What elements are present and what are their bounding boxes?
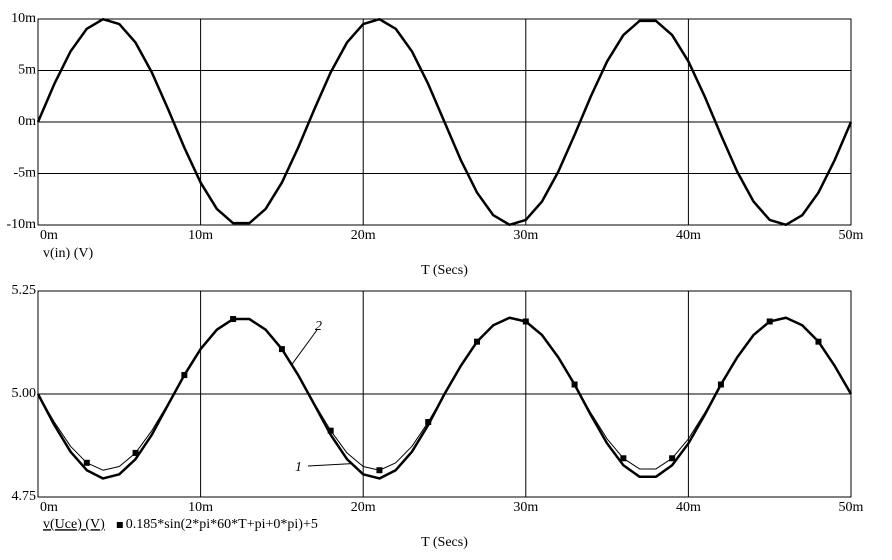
data-marker bbox=[815, 338, 822, 345]
data-marker bbox=[83, 459, 90, 466]
series-line bbox=[36, 316, 853, 480]
data-marker bbox=[669, 455, 676, 462]
y-tick-label: 0m bbox=[18, 114, 36, 129]
y-tick-label: 10m bbox=[11, 11, 36, 26]
x-tick-label: 30m bbox=[513, 500, 538, 515]
y-tick-label: 5.25 bbox=[12, 283, 37, 298]
series-line bbox=[36, 17, 853, 227]
data-marker bbox=[132, 449, 139, 456]
x-tick-label: 0m bbox=[40, 228, 58, 243]
legend-marker bbox=[116, 522, 123, 528]
data-marker bbox=[717, 381, 724, 388]
data-marker bbox=[278, 346, 285, 353]
x-tick-label: 30m bbox=[513, 228, 538, 243]
x-tick-label: 40m bbox=[676, 500, 701, 515]
x-tick-label: 40m bbox=[676, 228, 701, 243]
x-tick-label: 0m bbox=[40, 500, 58, 515]
legend-label: 0.185*sin(2*pi*60*T+pi+0*pi)+5 bbox=[126, 517, 318, 532]
tag-leader bbox=[291, 329, 318, 365]
data-marker bbox=[474, 338, 481, 345]
series-line bbox=[37, 317, 852, 471]
data-marker bbox=[376, 467, 383, 474]
x-tick-label: 50m bbox=[839, 500, 864, 515]
x-tick-label: 10m bbox=[188, 228, 213, 243]
series-tag: 1 bbox=[295, 460, 302, 475]
x-tick-label: 20m bbox=[351, 500, 376, 515]
y-tick-label: 4.75 bbox=[12, 489, 37, 504]
x-axis-label: T (Secs) bbox=[421, 535, 468, 550]
x-axis-label: T (Secs) bbox=[421, 263, 468, 278]
data-marker bbox=[327, 427, 334, 434]
data-marker bbox=[230, 316, 237, 323]
data-marker bbox=[766, 318, 773, 325]
tag-leader bbox=[307, 463, 352, 467]
data-marker bbox=[181, 372, 188, 379]
y-tick-label: 5.00 bbox=[12, 386, 37, 401]
y-tick-label: -10m bbox=[6, 217, 36, 232]
data-marker bbox=[522, 318, 529, 325]
series-tag: 2 bbox=[315, 319, 322, 334]
legend-label: v(Uce) (V) bbox=[43, 517, 105, 532]
y-tick-label: 5m bbox=[18, 63, 36, 78]
data-marker bbox=[571, 381, 578, 388]
legend-label: v(in) (V) bbox=[43, 246, 93, 261]
x-tick-label: 10m bbox=[188, 500, 213, 515]
x-tick-label: 20m bbox=[351, 228, 376, 243]
data-marker bbox=[620, 455, 627, 462]
y-tick-label: -5m bbox=[13, 166, 36, 181]
x-tick-label: 50m bbox=[839, 228, 864, 243]
data-marker bbox=[425, 419, 432, 426]
